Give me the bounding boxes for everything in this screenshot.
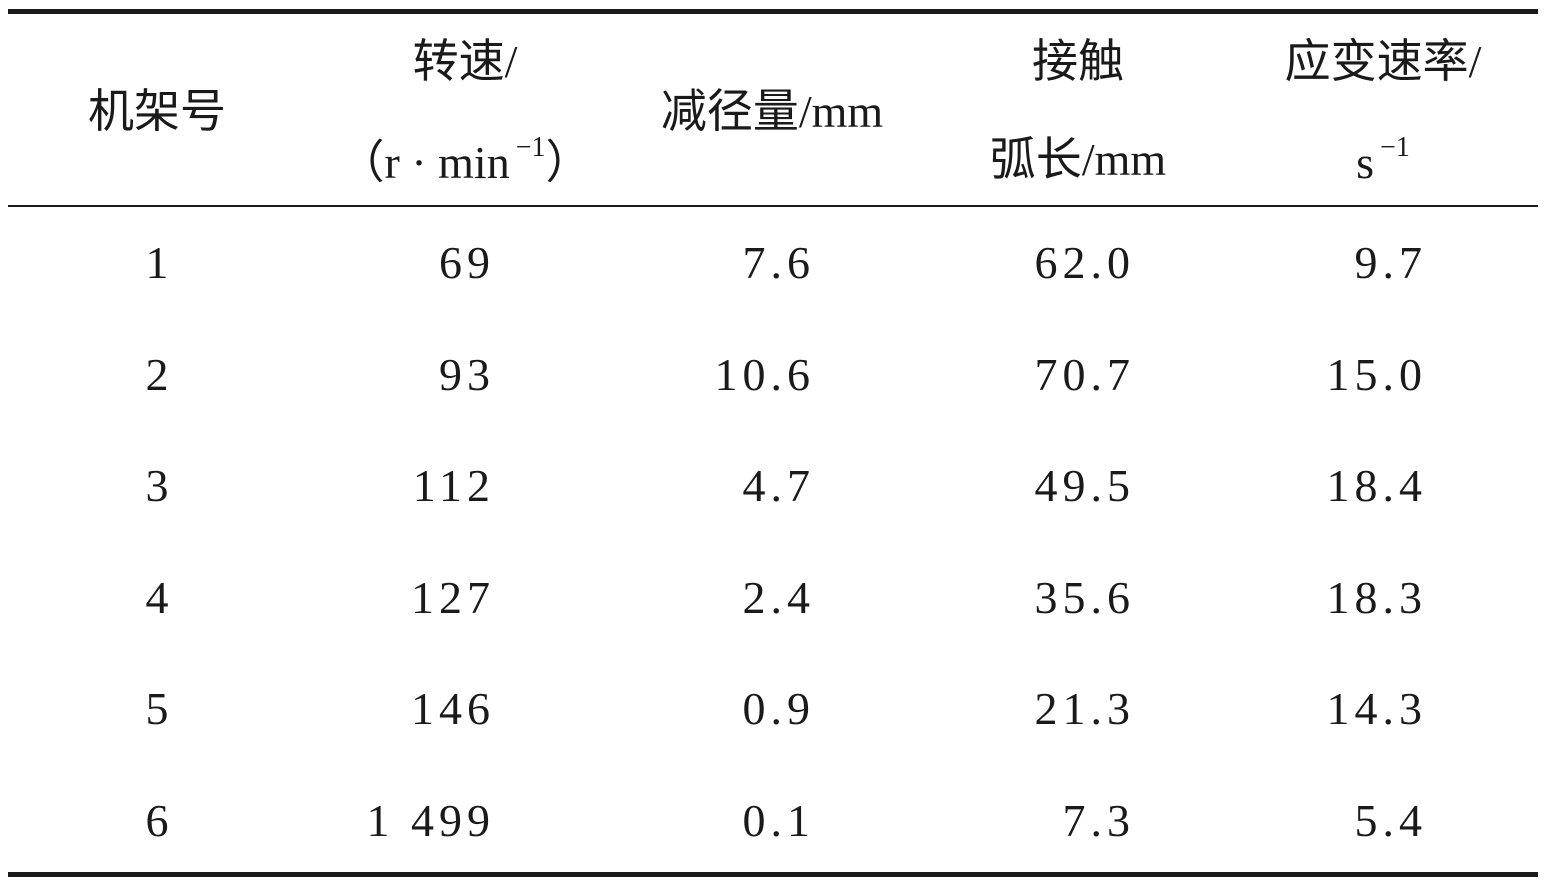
bottom-rule <box>8 872 1538 877</box>
cell-value: 21.3 <box>1034 683 1135 735</box>
cell-value: 0.9 <box>742 683 815 735</box>
row-label: 1 <box>145 237 169 288</box>
cell-value: 5.4 <box>1354 795 1427 846</box>
cell-value: 9.7 <box>1354 237 1427 288</box>
header-text: 弧长/mm <box>989 134 1167 185</box>
row-label: 4 <box>145 571 169 623</box>
header-text: （r · min <box>338 137 510 188</box>
cell-value: 62.0 <box>1034 237 1135 288</box>
cell-value: 18.4 <box>1326 460 1427 512</box>
cell-value: 7.3 <box>1062 795 1135 846</box>
cell-value: 127 <box>411 571 495 623</box>
header-line: 减径量/mm <box>661 89 883 135</box>
cell-value: 93 <box>439 348 495 400</box>
cell-value: 14.3 <box>1326 683 1427 735</box>
row-label: 2 <box>145 348 169 400</box>
header-text: ） <box>545 137 592 188</box>
header-text: 机架号 <box>88 86 226 137</box>
header-text: 接触 <box>1032 36 1124 87</box>
row-label: 6 <box>145 795 169 846</box>
cell-value: 10.6 <box>714 348 815 400</box>
cell-value: 4.7 <box>742 460 815 512</box>
cell-value: 15.0 <box>1326 348 1427 400</box>
header-text: s <box>1356 137 1375 188</box>
cell-value: 146 <box>411 683 495 735</box>
header-line: 弧长/mm <box>990 137 1166 183</box>
cell-value: 2.4 <box>742 571 815 623</box>
cell-value: 0.1 <box>742 795 815 846</box>
cell-value: 70.7 <box>1034 348 1135 400</box>
cell-value: 49.5 <box>1034 460 1135 512</box>
cell-value: 69 <box>439 237 495 288</box>
header-line: （r · min −1） <box>339 134 592 186</box>
cell-value: 1 499 <box>366 795 495 846</box>
row-label: 3 <box>145 460 169 512</box>
header-text: 应变速率/ <box>1284 36 1482 87</box>
row-label: 5 <box>145 683 169 735</box>
header-rule <box>8 205 1538 207</box>
header-line: 机架号 <box>88 89 226 135</box>
superscript: −1 <box>515 132 546 163</box>
header-text: 减径量/mm <box>660 86 884 137</box>
header-text: 转速/ <box>412 36 518 87</box>
cell-value: 7.6 <box>742 237 815 288</box>
superscript: −1 <box>1380 132 1410 163</box>
cell-value: 35.6 <box>1034 571 1135 623</box>
header-line: 接触 <box>1032 39 1124 85</box>
top-rule <box>8 9 1538 14</box>
header-line: 转速/ <box>413 39 518 85</box>
cell-value: 18.3 <box>1326 571 1427 623</box>
header-line: 应变速率/ <box>1285 39 1482 85</box>
header-line: s −1 <box>1356 134 1410 186</box>
cell-value: 112 <box>412 460 495 512</box>
